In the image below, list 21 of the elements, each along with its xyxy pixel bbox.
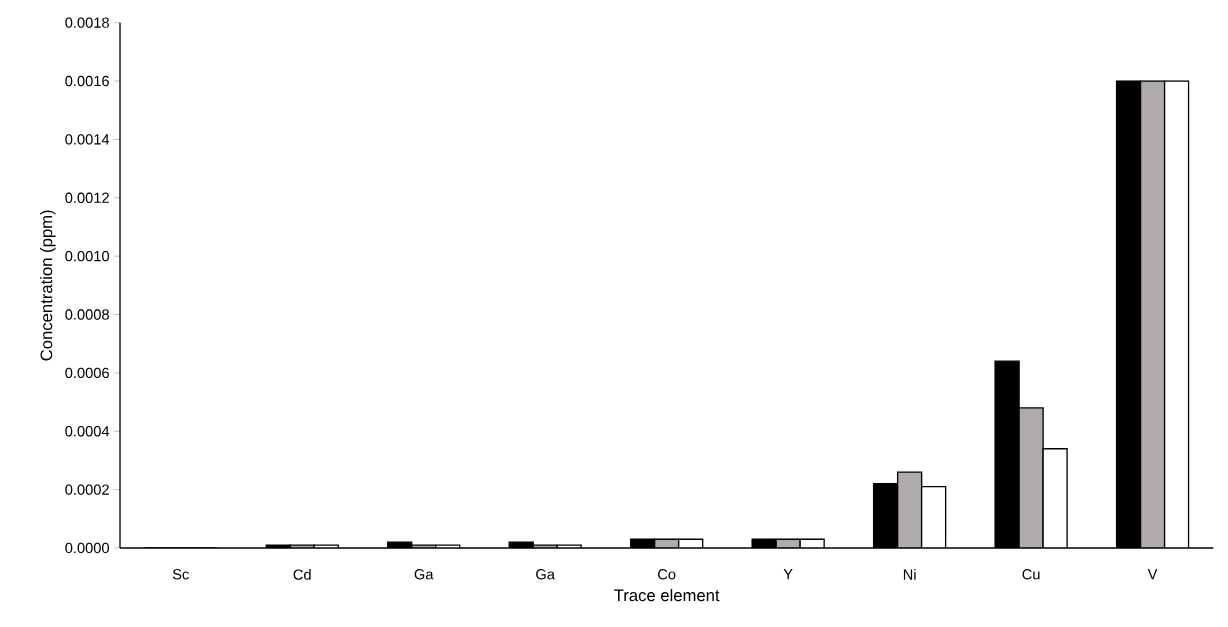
y-tick-label: 0.0008 bbox=[65, 309, 109, 320]
y-tick-label: 0.0010 bbox=[65, 251, 110, 262]
y-tick-label: 0.0006 bbox=[65, 367, 109, 379]
y-tick-label: 0.0004 bbox=[65, 426, 110, 437]
y-tick-label: 0.0016 bbox=[65, 76, 109, 87]
x-tick-label: Y bbox=[783, 569, 793, 580]
y-tick-label: 0.0018 bbox=[65, 17, 109, 29]
x-tick-label: V bbox=[1147, 569, 1158, 580]
y-tick-label: 0.0002 bbox=[65, 484, 109, 495]
x-axis-title: Trace element bbox=[614, 589, 720, 602]
x-tick-label: Co bbox=[658, 569, 676, 580]
y-tick-label: 0.0014 bbox=[65, 134, 110, 145]
y-tick-label: 0.0012 bbox=[65, 192, 109, 204]
y-axis-title: Concentration (ppm) bbox=[40, 210, 56, 361]
x-tick-label: Ga bbox=[536, 569, 555, 580]
x-tick-label: Cd bbox=[293, 569, 311, 580]
x-tick-label: Sc bbox=[172, 569, 189, 580]
x-tick-label: Ni bbox=[903, 569, 916, 580]
x-tick-label: Ga bbox=[414, 569, 434, 580]
y-tick-label: 0.0000 bbox=[65, 542, 110, 554]
x-tick-label: Cu bbox=[1022, 569, 1040, 580]
